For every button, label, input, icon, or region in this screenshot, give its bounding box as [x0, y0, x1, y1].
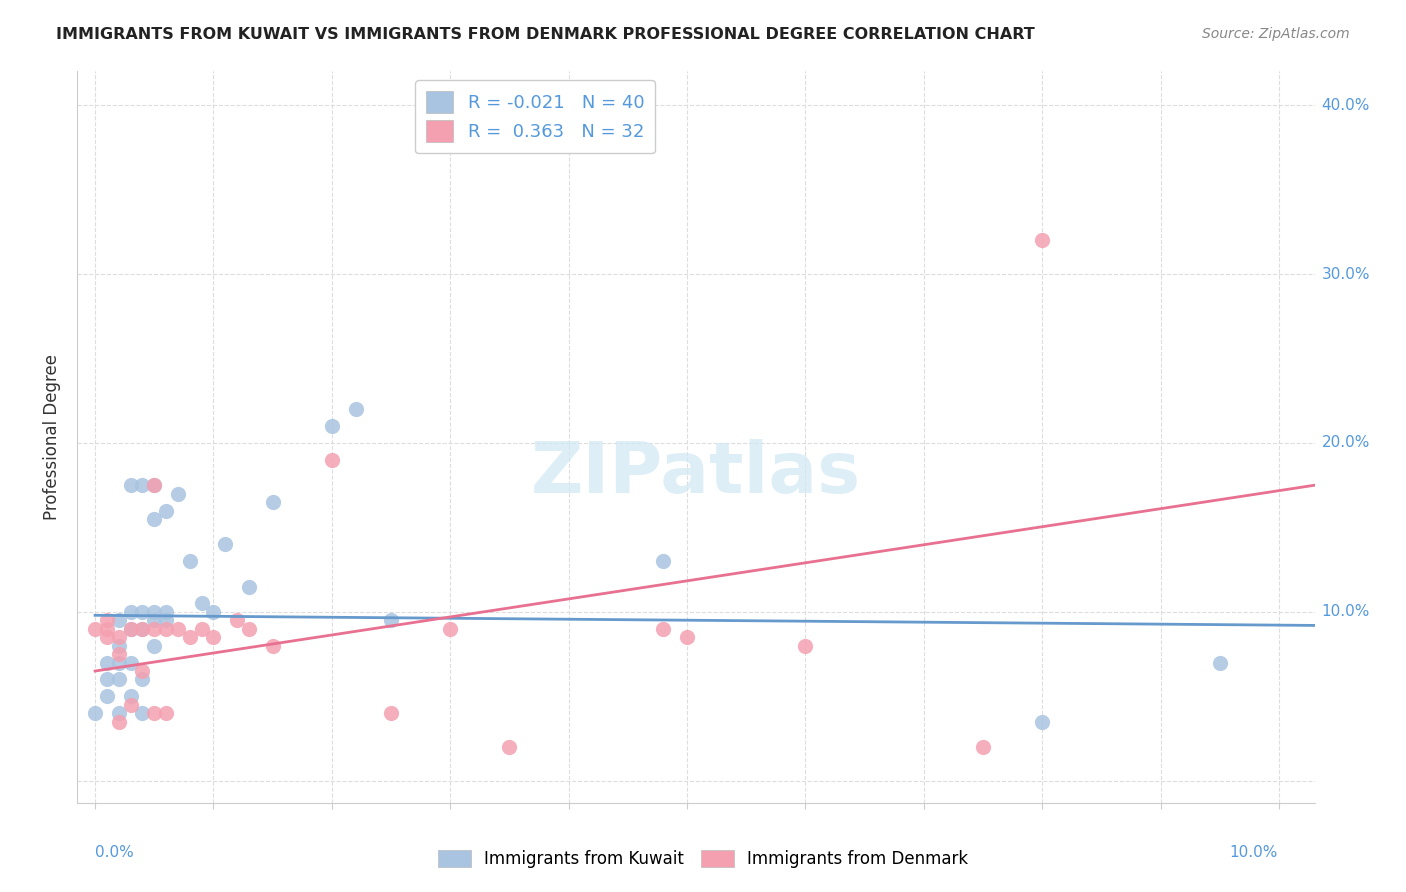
Point	[262, 639, 284, 653]
Point	[652, 622, 675, 636]
Point	[84, 706, 107, 721]
Point	[107, 630, 129, 644]
Point	[155, 503, 177, 517]
Point	[143, 478, 166, 492]
Point	[131, 478, 153, 492]
Point	[96, 690, 118, 704]
Text: 10.0%: 10.0%	[1322, 605, 1369, 619]
Point	[155, 622, 177, 636]
Point	[120, 605, 142, 619]
Point	[238, 580, 260, 594]
Point	[143, 613, 166, 627]
Y-axis label: Professional Degree: Professional Degree	[44, 354, 62, 520]
Point	[214, 537, 236, 551]
Point	[131, 673, 153, 687]
Point	[131, 622, 153, 636]
Point	[96, 673, 118, 687]
Point	[143, 605, 166, 619]
Point	[226, 613, 249, 627]
Point	[143, 706, 166, 721]
Point	[321, 419, 343, 434]
Point	[107, 613, 129, 627]
Point	[1031, 233, 1053, 247]
Point	[96, 613, 118, 627]
Point	[120, 622, 142, 636]
Text: 0.0%: 0.0%	[96, 845, 134, 860]
Point	[131, 664, 153, 678]
Point	[190, 622, 212, 636]
Point	[107, 656, 129, 670]
Point	[120, 690, 142, 704]
Point	[107, 673, 129, 687]
Point	[131, 605, 153, 619]
Point	[120, 622, 142, 636]
Point	[262, 495, 284, 509]
Point	[498, 740, 520, 755]
Point	[380, 706, 402, 721]
Point	[344, 402, 367, 417]
Point	[190, 597, 212, 611]
Point	[143, 512, 166, 526]
Point	[1031, 714, 1053, 729]
Point	[120, 656, 142, 670]
Point	[652, 554, 675, 568]
Text: IMMIGRANTS FROM KUWAIT VS IMMIGRANTS FROM DENMARK PROFESSIONAL DEGREE CORRELATIO: IMMIGRANTS FROM KUWAIT VS IMMIGRANTS FRO…	[56, 27, 1035, 42]
Point	[1209, 656, 1232, 670]
Point	[120, 698, 142, 712]
Text: 20.0%: 20.0%	[1322, 435, 1369, 450]
Point	[120, 478, 142, 492]
Point	[143, 639, 166, 653]
Point	[96, 622, 118, 636]
Point	[794, 639, 817, 653]
Point	[167, 486, 190, 500]
Point	[96, 630, 118, 644]
Legend: Immigrants from Kuwait, Immigrants from Denmark: Immigrants from Kuwait, Immigrants from …	[430, 843, 976, 875]
Legend: R = -0.021   N = 40, R =  0.363   N = 32: R = -0.021 N = 40, R = 0.363 N = 32	[415, 80, 655, 153]
Point	[439, 622, 461, 636]
Point	[202, 605, 225, 619]
Point	[143, 622, 166, 636]
Text: 30.0%: 30.0%	[1322, 267, 1369, 282]
Point	[107, 639, 129, 653]
Point	[238, 622, 260, 636]
Point	[107, 706, 129, 721]
Point	[179, 630, 201, 644]
Point	[167, 622, 190, 636]
Point	[84, 622, 107, 636]
Point	[972, 740, 994, 755]
Point	[202, 630, 225, 644]
Point	[143, 478, 166, 492]
Point	[107, 647, 129, 661]
Point	[96, 656, 118, 670]
Point	[155, 613, 177, 627]
Point	[155, 605, 177, 619]
Point	[676, 630, 699, 644]
Point	[131, 622, 153, 636]
Point	[321, 453, 343, 467]
Text: Source: ZipAtlas.com: Source: ZipAtlas.com	[1202, 27, 1350, 41]
Point	[380, 613, 402, 627]
Text: 40.0%: 40.0%	[1322, 97, 1369, 112]
Point	[179, 554, 201, 568]
Point	[131, 706, 153, 721]
Text: ZIPatlas: ZIPatlas	[531, 439, 860, 508]
Text: 10.0%: 10.0%	[1230, 845, 1278, 860]
Point	[107, 714, 129, 729]
Point	[155, 706, 177, 721]
